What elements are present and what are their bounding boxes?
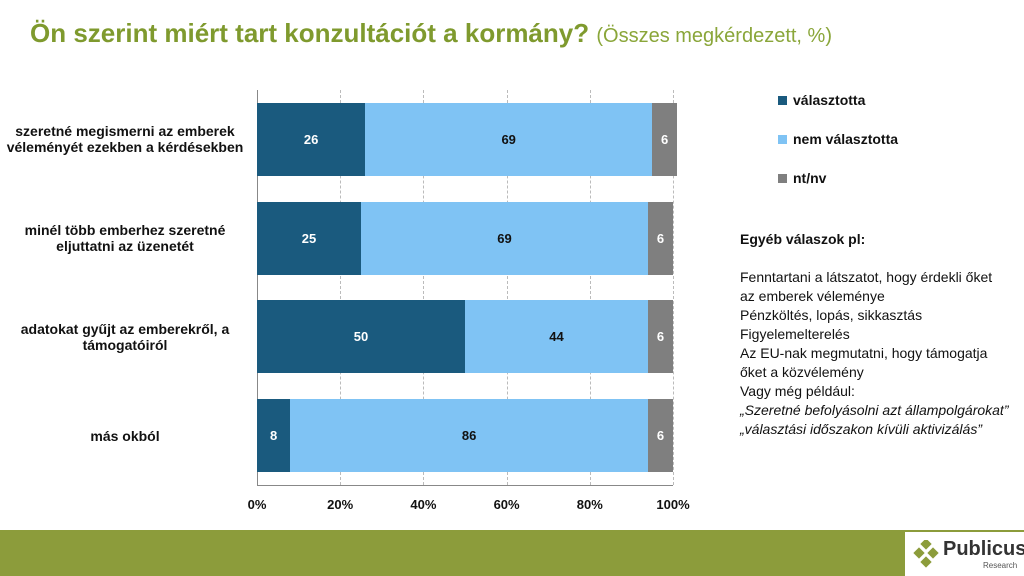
x-axis — [257, 485, 673, 486]
data-label: 86 — [461, 428, 477, 444]
bar-segment: 44 — [465, 300, 649, 374]
y-axis — [257, 90, 258, 485]
data-label: 69 — [497, 230, 512, 246]
notes: Egyéb válaszok pl: Fenntartani a látszat… — [740, 230, 1010, 439]
grid-line — [673, 90, 674, 485]
bar-segment: 6 — [648, 399, 673, 473]
data-label: 6 — [656, 428, 665, 444]
x-tick-label: 80% — [576, 497, 603, 512]
bar-segment: 69 — [361, 201, 649, 275]
category-label: más okból — [90, 427, 160, 444]
note-item: Fenntartani a látszatot, hogy érdekli ők… — [740, 269, 993, 304]
x-tick-label: 60% — [493, 497, 520, 512]
notes-title: Egyéb válaszok pl: — [740, 231, 866, 247]
data-label: 6 — [656, 230, 665, 246]
logo-icon — [913, 540, 939, 568]
note-item: Figyelemelterelés — [740, 326, 850, 342]
note-item: Vagy még például: — [740, 383, 855, 399]
bar-segment: 6 — [648, 300, 673, 374]
x-tick-label: 0% — [247, 497, 267, 512]
footer-band — [0, 530, 1024, 576]
legend-entry: nt/nv — [778, 170, 826, 186]
bar-segment: 6 — [648, 201, 673, 275]
bar-segment: 6 — [652, 102, 678, 176]
logo: Publicus Research — [905, 532, 1024, 576]
category-label: minél több emberhez szeretné eljuttatni … — [24, 222, 226, 255]
x-tick-label: 20% — [327, 497, 354, 512]
data-label: 8 — [270, 428, 278, 444]
data-label: 26 — [303, 131, 319, 147]
legend-entry: nem választotta — [778, 131, 898, 147]
legend-label: választotta — [793, 92, 866, 108]
chart-subtitle: (Összes megkérdezett, %) — [596, 25, 832, 47]
note-item: Pénzköltés, lopás, sikkasztás — [740, 307, 923, 323]
data-label: 6 — [656, 329, 665, 345]
data-label: 69 — [501, 131, 516, 147]
legend-entry: választotta — [778, 92, 865, 108]
bar-segment: 26 — [257, 102, 366, 176]
note-quote: „Szeretné befolyásolni azt állampolgárok… — [740, 402, 1009, 418]
category-label: adatokat gyűjt az emberekről, a támogató… — [20, 320, 230, 353]
brand-sub: Research — [983, 561, 1018, 570]
legend-label: nem választotta — [793, 131, 899, 147]
bar-segment: 25 — [257, 201, 361, 275]
category-label: szeretné megismerni az emberek véleményé… — [6, 123, 244, 156]
bar-segment: 50 — [257, 300, 465, 374]
data-label: 50 — [353, 329, 369, 345]
grid-line — [423, 90, 425, 485]
brand: Publicus — [943, 538, 1024, 560]
chart-title: Ön szerint miért tart konzultációt a kor… — [30, 18, 590, 48]
x-tick-label: 100% — [656, 497, 690, 512]
grid-line — [506, 90, 508, 485]
grid-line — [589, 90, 591, 485]
bar-segment: 69 — [365, 102, 653, 176]
bar-segment: 8 — [257, 399, 291, 473]
x-tick-label: 40% — [410, 497, 437, 512]
note-item: Az EU-nak megmutatni, hogy támogatja őke… — [740, 345, 988, 380]
note-quote: „választási időszakon kívüli aktivizálás… — [740, 421, 982, 437]
title-block: Ön szerint miért tart konzultációt a kor… — [30, 18, 832, 49]
bar-segment: 86 — [290, 399, 649, 473]
grid-line — [340, 90, 342, 485]
legend-swatch — [778, 173, 787, 183]
data-label: 44 — [549, 329, 564, 345]
legend-swatch — [778, 95, 787, 105]
data-label: 25 — [301, 230, 317, 246]
legend-label: nt/nv — [793, 170, 827, 186]
data-label: 6 — [661, 131, 669, 147]
legend-swatch — [778, 134, 787, 144]
